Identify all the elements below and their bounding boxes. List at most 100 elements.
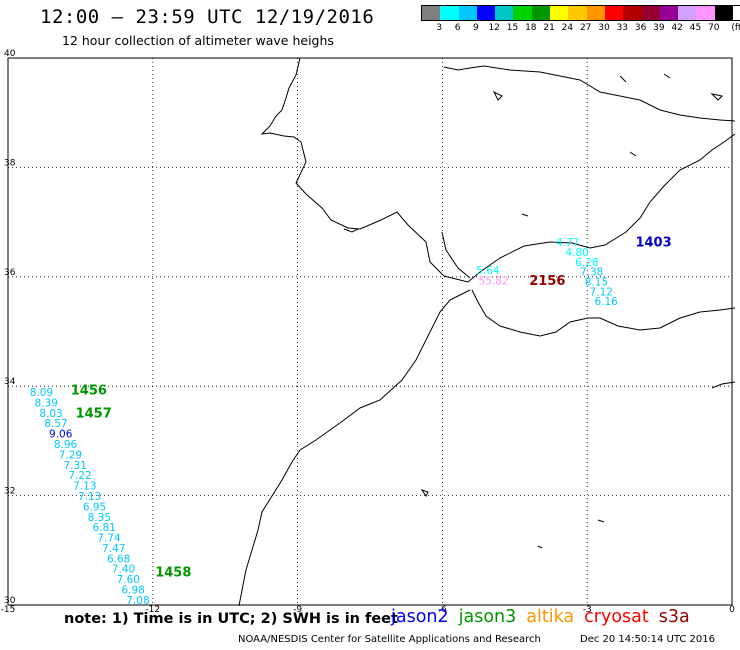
legend-label: 45 [689, 23, 702, 33]
wave-height-value: 7.29 [59, 449, 82, 461]
coastline [238, 57, 736, 607]
x-tick-label: 0 [729, 605, 735, 615]
legend-label: 39 [653, 23, 665, 33]
wave-height-value: 6.16 [594, 296, 618, 308]
y-tick-label: 38 [4, 158, 16, 168]
legend-label: 24 [561, 23, 574, 33]
y-tick-label: 36 [4, 268, 16, 278]
wave-height-observations: 8.098.398.038.579.068.967.297.317.227.13… [30, 237, 618, 607]
plot-frame [7, 57, 733, 606]
pass-number-label: 1456 [71, 383, 107, 398]
wave-height-value: 8.57 [44, 418, 67, 430]
mission-jason2: jason2 [391, 607, 449, 627]
wave-height-value: 7.22 [68, 470, 91, 482]
legend-label: 36 [634, 23, 647, 33]
wave-height-value: 8.15 [585, 277, 608, 289]
pass-number-label: 1457 [76, 406, 112, 421]
legend-label: 33 [616, 23, 629, 33]
wave-height-value: 7.38 [580, 267, 603, 279]
wave-height-value: 6.81 [92, 522, 115, 534]
legend-swatch [641, 6, 660, 20]
wave-height-value: 4.77 [556, 237, 579, 249]
legend-swatch [586, 6, 605, 20]
legend-label: 70 [708, 23, 720, 33]
wave-height-value: 7.12 [590, 286, 613, 298]
mission-altika: altika [526, 607, 575, 627]
x-tick-label: -15 [1, 605, 16, 615]
plot-border [7, 57, 733, 606]
y-tick-label: 34 [4, 377, 16, 387]
wave-height-value: 8.09 [30, 387, 53, 399]
legend-swatch [440, 6, 459, 20]
legend-swatch [678, 6, 697, 20]
wave-height-value: 6.28 [575, 257, 598, 269]
africa-coast [238, 289, 471, 607]
legend-unit: (ft) [731, 23, 740, 33]
legend-label: 30 [598, 23, 610, 33]
legend-label: 9 [473, 23, 479, 33]
y-tick-label: 40 [4, 49, 16, 59]
wave-height-value: 6.98 [121, 585, 144, 597]
wave-height-value: 7.74 [97, 533, 121, 545]
y-tick-label: 32 [4, 487, 15, 497]
mission-jason3: jason3 [458, 607, 517, 627]
mission-s3a: s3a [658, 607, 690, 627]
generated-timestamp: Dec 20 14:50:14 UTC 2016 [580, 634, 715, 645]
north-africa-coast [471, 289, 736, 337]
wave-height-value: 7.31 [64, 460, 87, 472]
y-tick-label: 30 [4, 596, 16, 606]
legend-swatch [495, 6, 514, 20]
grid-lines [8, 58, 732, 605]
mission-cryosat: cryosat [584, 607, 649, 627]
legend-swatch [476, 6, 496, 20]
pass-number-label: 2156 [529, 274, 565, 289]
legend-label: 27 [579, 23, 592, 33]
x-tick-label: -9 [293, 605, 302, 615]
wave-height-value: 7.60 [117, 574, 140, 586]
legend-swatch [513, 6, 532, 20]
legend-label: 15 [506, 23, 519, 33]
legend-swatch [422, 6, 441, 20]
wave-height-value: 7.13 [73, 481, 96, 493]
legend-label: 6 [454, 23, 461, 33]
mission-legend: jason2 jason3 altika cryosat s3a [391, 607, 700, 627]
legend-label: 3 [436, 23, 443, 33]
legend-label: 21 [543, 23, 555, 33]
legend-swatch [623, 6, 642, 20]
x-tick-label: -12 [145, 605, 160, 615]
footnote: note: 1) Time is in UTC; 2) SWH is in fe… [64, 611, 398, 627]
legend-swatch [550, 6, 569, 20]
iberia-coast [260, 57, 736, 283]
wave-height-value: 8.39 [35, 397, 58, 409]
wave-height-value: 6.68 [107, 553, 130, 565]
legend-swatch [714, 6, 734, 20]
gibraltar [441, 231, 471, 279]
map-subtitle: 12 hour collection of altimeter wave hei… [62, 33, 334, 48]
legend-label: 12 [488, 23, 500, 33]
legend-swatches [421, 5, 740, 21]
legend-label: 42 [671, 23, 683, 33]
x-tick-label: -6 [438, 605, 447, 615]
wave-height-value: 8.03 [39, 408, 62, 420]
pass-labels: 1456 1457 1458 1403 2156 [71, 236, 672, 581]
legend-swatch [604, 6, 624, 20]
legend-swatch [696, 6, 715, 20]
wave-height-value: 7.13 [78, 491, 101, 503]
wave-height-value: 55.82 [479, 275, 509, 287]
wave-height-value: 7.08 [126, 595, 149, 607]
wave-height-value: 5.64 [476, 265, 500, 277]
pass-number-label: 1458 [155, 566, 191, 581]
wave-height-value: 4.80 [565, 247, 588, 259]
legend-swatch [458, 6, 477, 20]
credit-line: NOAA/NESDIS Center for Satellite Applica… [238, 634, 541, 645]
legend-swatch [531, 6, 551, 20]
legend-swatch [568, 6, 587, 20]
map-title: 12:00 – 23:59 UTC 12/19/2016 [40, 6, 375, 28]
wave-height-value: 7.47 [102, 543, 125, 555]
legend-label: 18 [525, 23, 537, 33]
axis-tick-labels: -15 -12 -9 -6 -3 0 40 38 36 34 32 30 [1, 49, 735, 615]
wave-height-value: 7.40 [112, 564, 135, 576]
